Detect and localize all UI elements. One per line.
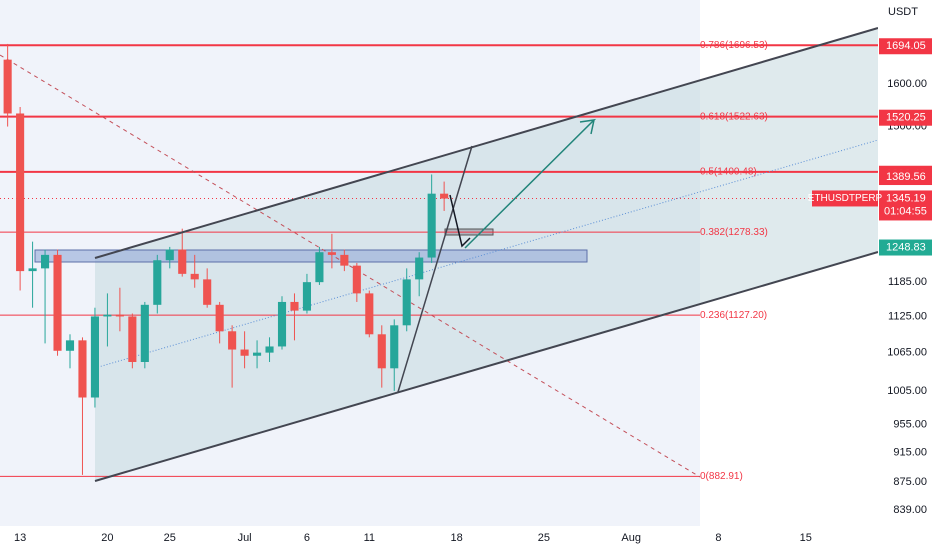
price-tag	[879, 38, 932, 55]
candle-body	[265, 346, 274, 353]
layer: 0.786(1696.53) 0.618(1522.63) 0.5(1400.48)…	[0, 40, 878, 482]
fib-label: 0.5(1400.48)	[700, 167, 757, 178]
last-price-tag	[879, 190, 932, 221]
candle-body	[365, 293, 374, 335]
time-axis	[0, 526, 878, 550]
candle-body	[16, 113, 25, 272]
candle-body	[277, 301, 287, 347]
y-tick-label: 1065.00	[887, 347, 927, 359]
layer: 1600.001500.001185.001125.001065.001005.…	[14, 38, 932, 544]
price-tag-label: 1389.56	[886, 171, 926, 183]
candle-body	[440, 193, 449, 199]
fib-label: 0.786(1696.53)	[700, 40, 768, 51]
candle-body	[165, 249, 174, 261]
price-tag-label: 1694.05	[886, 40, 926, 52]
price-tag	[879, 239, 932, 256]
candle-body	[203, 279, 212, 305]
candle-body	[215, 304, 224, 332]
candle-body	[290, 301, 299, 311]
candle-body	[190, 273, 199, 280]
price-tag-label: 1520.25	[886, 112, 926, 124]
candle-body	[228, 331, 237, 350]
candle-body	[402, 279, 411, 326]
y-tick-label: 1005.00	[887, 385, 927, 397]
x-tick-label: 25	[538, 532, 550, 544]
fib-label: 0.618(1522.63)	[700, 111, 768, 122]
candle-body	[153, 260, 162, 305]
candle-body	[90, 316, 99, 398]
x-tick-label: 18	[450, 532, 462, 544]
last-price-label: 1345.19	[886, 192, 926, 204]
price-tag	[879, 109, 932, 126]
candle-body	[352, 265, 361, 294]
candle-body	[28, 268, 37, 272]
y-tick-label: 1600.00	[887, 78, 927, 90]
symbol-tag	[812, 190, 878, 207]
candle-body	[377, 334, 386, 369]
candle-body	[178, 249, 187, 274]
y-tick-label: 915.00	[893, 447, 927, 459]
mid-line	[94, 139, 879, 369]
y-tick-label: 1125.00	[888, 310, 927, 322]
channel-top	[94, 27, 879, 259]
x-tick-label: 20	[101, 532, 113, 544]
candle-body	[327, 252, 336, 255]
channel-bottom	[94, 251, 879, 482]
fib-label: 0.382(1278.33)	[700, 227, 768, 238]
x-tick-label: 11	[364, 532, 375, 544]
currency: USDT	[888, 6, 918, 18]
candle-body	[53, 254, 62, 351]
arrow-up	[464, 118, 597, 249]
x-tick-label: 8	[715, 532, 721, 544]
x-tick-label: 13	[14, 532, 26, 544]
candle-body	[415, 257, 424, 280]
candle-body	[115, 314, 124, 317]
x-tick-label: Jul	[238, 532, 252, 544]
layer	[3, 43, 449, 475]
x-tick-label: 15	[800, 532, 812, 544]
candle-body	[253, 352, 262, 356]
candle-body	[103, 314, 112, 317]
y-tick-label: 955.00	[893, 418, 927, 430]
price-tag	[879, 169, 932, 186]
candle-body	[65, 340, 75, 351]
y-tick-label: 839.00	[893, 504, 927, 516]
symbol-label: ETHUSDTPERP	[808, 193, 883, 204]
candle-body	[427, 193, 436, 258]
candle-body	[340, 254, 349, 266]
candle-body	[140, 304, 149, 362]
candle-body	[390, 325, 399, 369]
countdown: 01:04:55	[884, 205, 927, 217]
candle-body	[78, 340, 87, 398]
price-tag-label: 1248.83	[886, 241, 926, 253]
x-tick-label: 6	[304, 532, 310, 544]
y-tick-label: 1185.00	[888, 276, 927, 288]
arrow-down	[449, 194, 471, 248]
candle-body	[302, 282, 312, 311]
fib-label: 0.236(1127.20)	[700, 310, 767, 321]
price-axis	[878, 0, 932, 550]
candle-body	[41, 254, 50, 269]
fib-label: 0(882.91)	[700, 471, 743, 482]
leg-line	[397, 145, 473, 393]
candle-body	[240, 349, 249, 356]
x-tick-label: 25	[164, 532, 176, 544]
trend-line	[0, 54, 701, 478]
x-tick-label: Aug	[621, 532, 641, 544]
candle-body	[315, 252, 324, 283]
candle-body	[128, 316, 137, 362]
candle-body	[3, 59, 12, 114]
y-tick-label: 875.00	[893, 476, 927, 488]
